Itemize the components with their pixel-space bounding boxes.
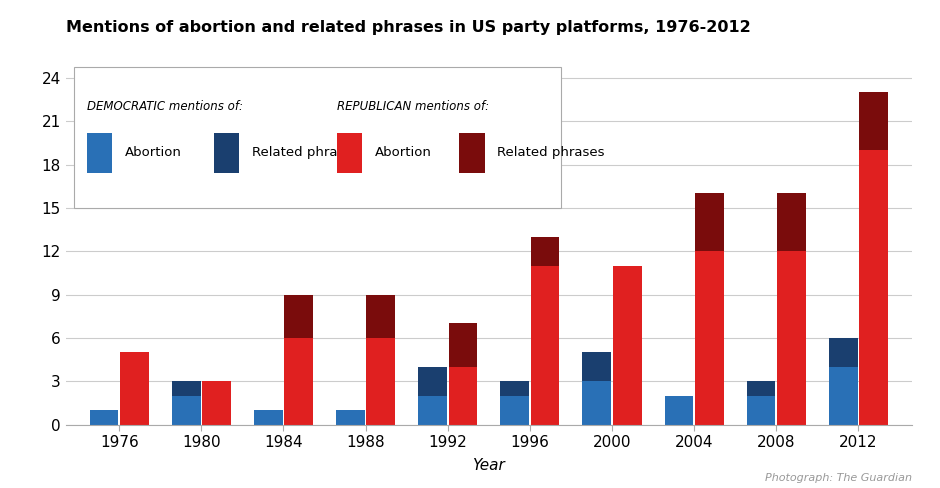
- Text: REPUBLICAN mentions of:: REPUBLICAN mentions of:: [337, 100, 489, 113]
- Text: DEMOCRATIC mentions of:: DEMOCRATIC mentions of:: [87, 100, 243, 113]
- Bar: [500, 396, 529, 425]
- Bar: [531, 265, 559, 425]
- Bar: [695, 193, 724, 251]
- Bar: [172, 396, 200, 425]
- Bar: [583, 352, 611, 381]
- Bar: [777, 193, 806, 251]
- Bar: [829, 367, 857, 425]
- Bar: [448, 367, 478, 425]
- Bar: [367, 295, 395, 338]
- Bar: [829, 338, 857, 367]
- Bar: [665, 396, 694, 425]
- Text: Related phrases: Related phrases: [497, 146, 604, 160]
- Bar: [746, 396, 775, 425]
- Bar: [500, 381, 529, 396]
- Bar: [777, 251, 806, 425]
- Bar: [284, 338, 313, 425]
- FancyBboxPatch shape: [87, 133, 113, 173]
- Bar: [202, 381, 231, 425]
- Text: Abortion: Abortion: [374, 146, 431, 160]
- Bar: [448, 324, 478, 367]
- Text: Mentions of abortion and related phrases in US party platforms, 1976-2012: Mentions of abortion and related phrases…: [66, 20, 750, 35]
- FancyBboxPatch shape: [337, 133, 362, 173]
- Bar: [284, 295, 313, 338]
- Bar: [583, 381, 611, 425]
- FancyBboxPatch shape: [214, 133, 239, 173]
- FancyBboxPatch shape: [460, 133, 485, 173]
- Bar: [613, 265, 642, 425]
- Bar: [120, 352, 149, 425]
- Bar: [254, 410, 283, 425]
- Bar: [746, 381, 775, 396]
- Bar: [695, 251, 724, 425]
- FancyBboxPatch shape: [74, 67, 560, 208]
- Bar: [336, 410, 365, 425]
- Text: Photograph: The Guardian: Photograph: The Guardian: [765, 473, 912, 483]
- Bar: [859, 150, 888, 425]
- Bar: [89, 410, 118, 425]
- Bar: [367, 338, 395, 425]
- Text: Abortion: Abortion: [125, 146, 182, 160]
- Text: Related phrases: Related phrases: [252, 146, 359, 160]
- Bar: [418, 396, 446, 425]
- Bar: [172, 381, 200, 396]
- Bar: [531, 237, 559, 265]
- Bar: [418, 367, 446, 396]
- Bar: [859, 92, 888, 150]
- X-axis label: Year: Year: [473, 458, 505, 473]
